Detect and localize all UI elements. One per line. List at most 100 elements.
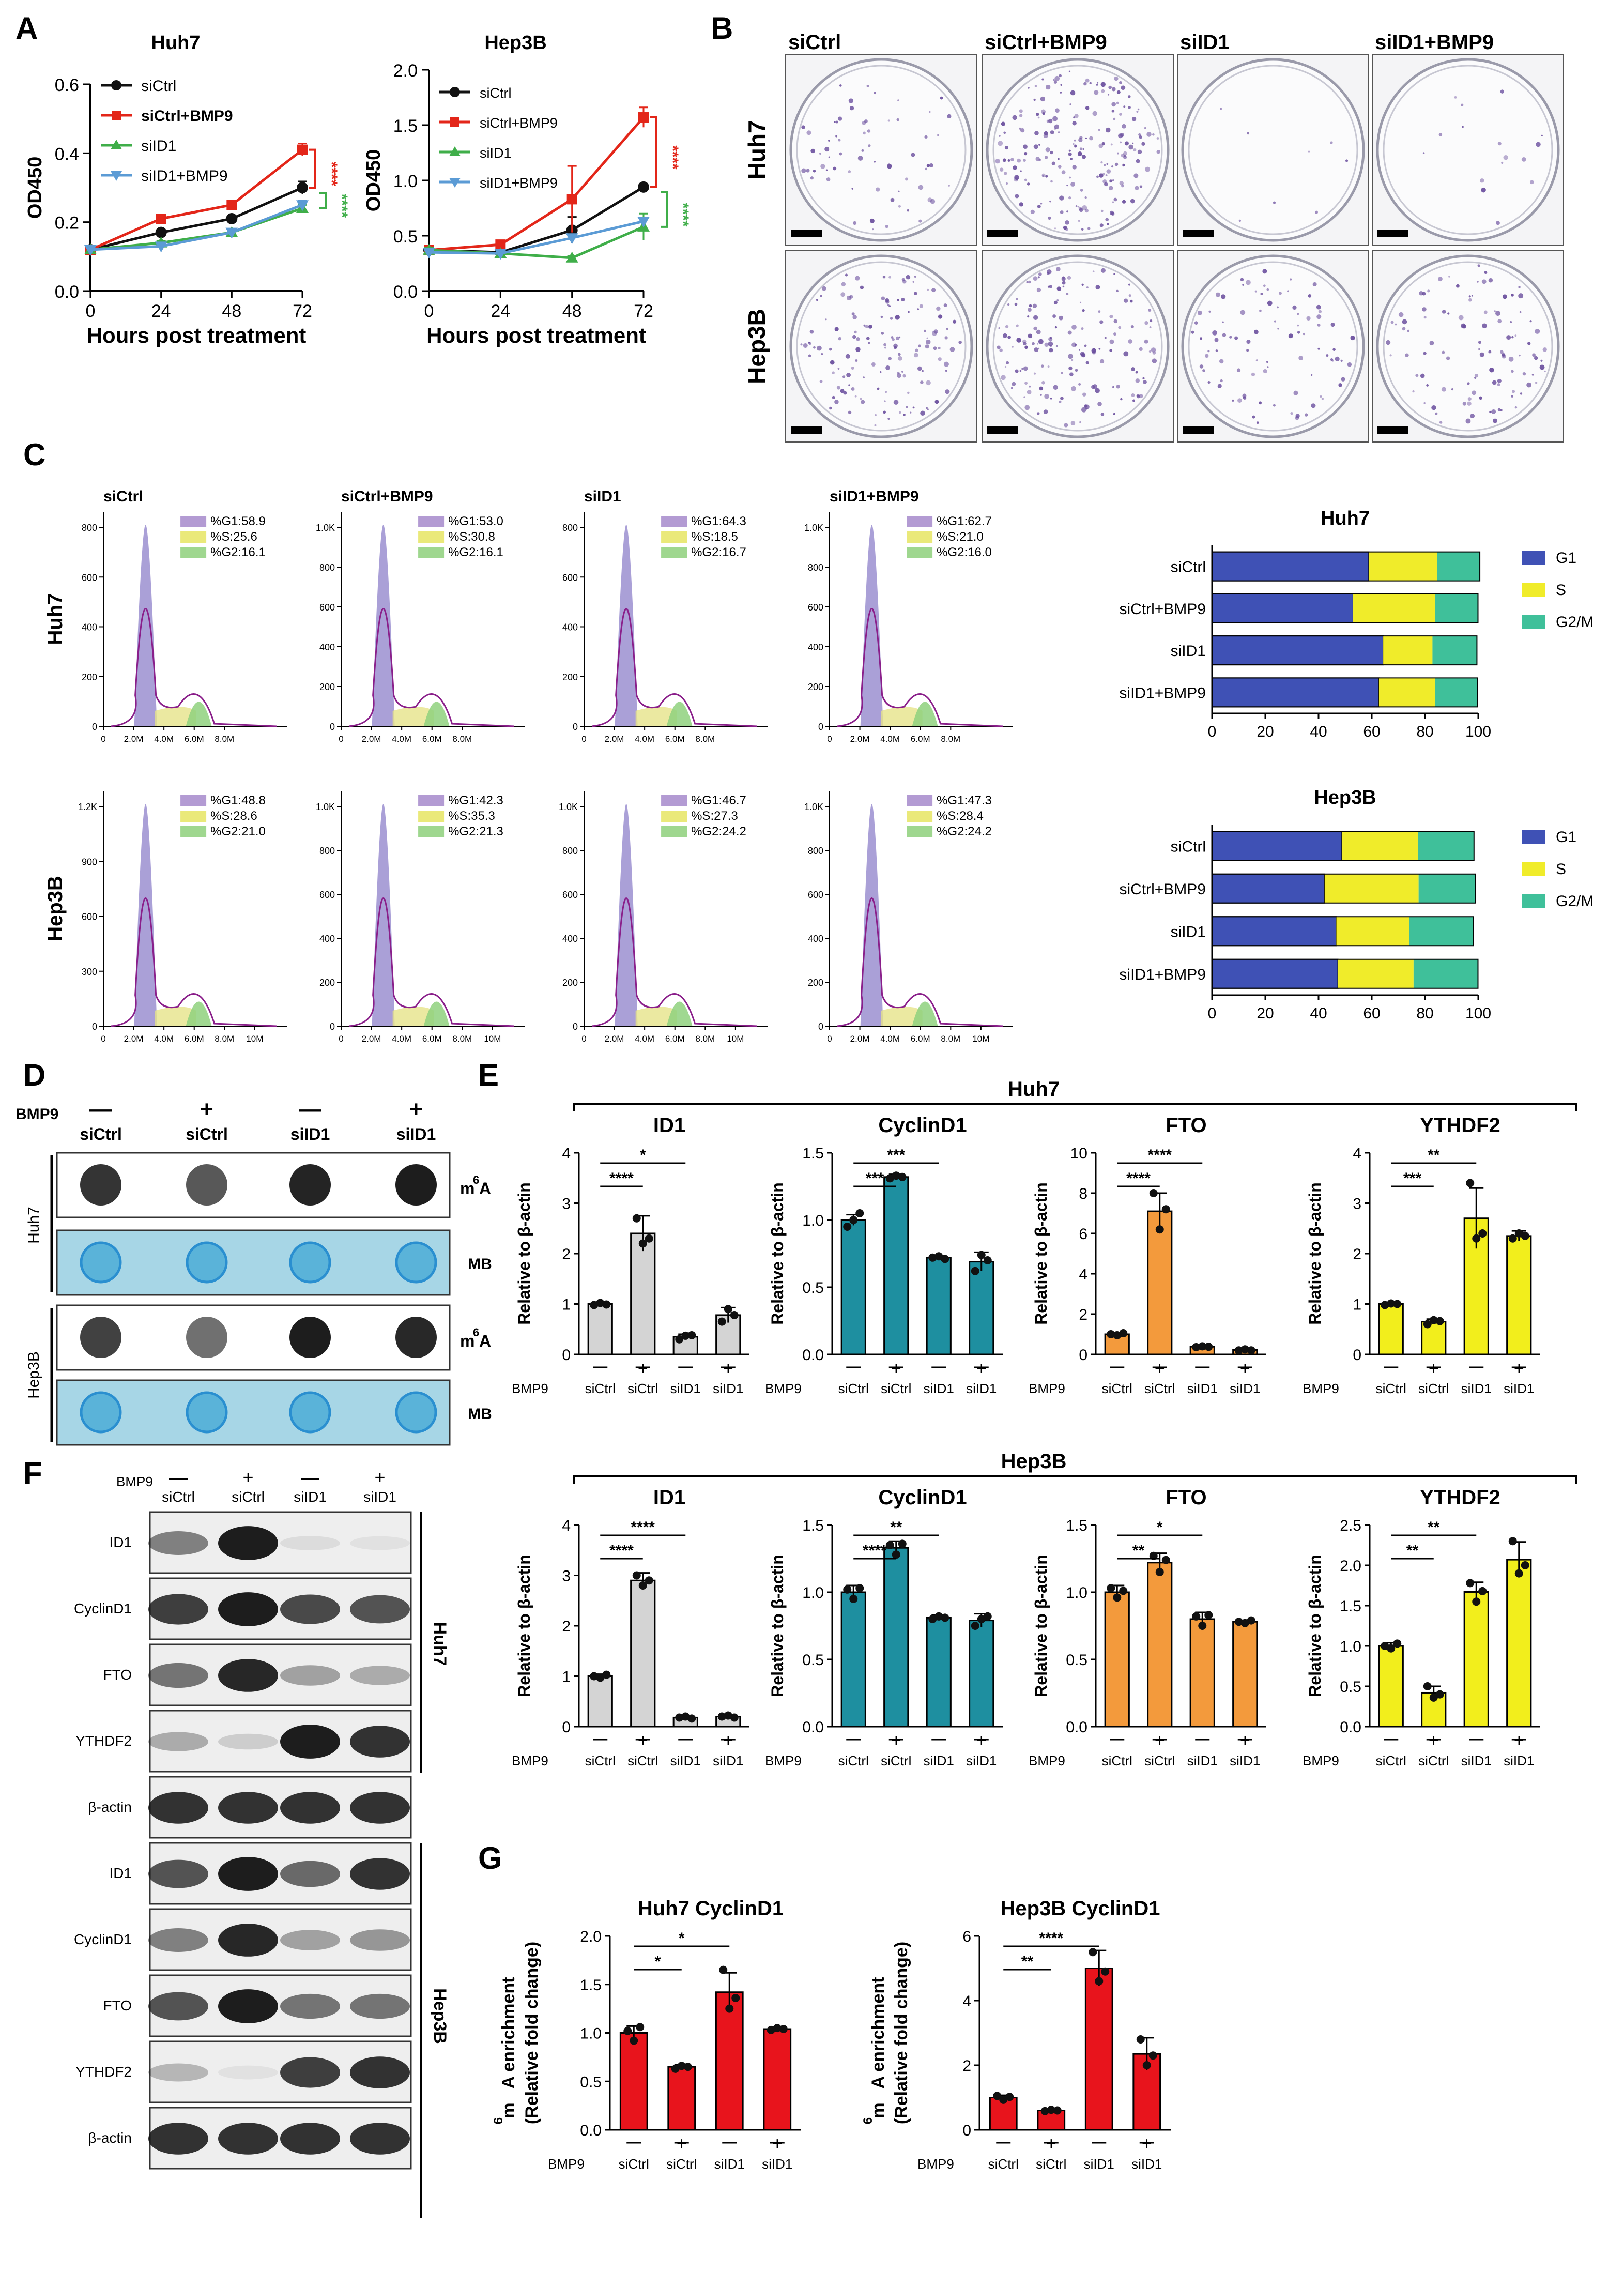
colony	[938, 346, 941, 349]
protein-band	[218, 1792, 278, 1824]
colony	[1116, 289, 1119, 293]
colony	[1135, 378, 1140, 383]
hist-y-tick-label: 900	[82, 857, 97, 867]
colony	[1100, 209, 1104, 212]
colony	[1120, 398, 1123, 401]
colony	[1232, 399, 1234, 402]
bar	[1378, 1303, 1404, 1355]
stat-text: %G1:53.0	[448, 514, 503, 528]
colony	[1075, 369, 1078, 372]
replicate-point	[977, 1251, 986, 1259]
chart-title: Hep3B	[1314, 787, 1376, 809]
colony	[1277, 306, 1279, 309]
x-tick-label: 100	[1465, 723, 1491, 740]
sig-stars: ****	[323, 162, 340, 186]
chart-title: FTO	[1166, 1486, 1206, 1509]
colony	[1532, 353, 1536, 357]
bar-segment-g1	[1212, 593, 1354, 623]
colony	[923, 329, 926, 332]
dish-rim	[1376, 254, 1560, 438]
replicate-point	[683, 2063, 692, 2071]
colony	[1104, 337, 1107, 339]
colony	[1312, 282, 1317, 287]
bar	[969, 1620, 994, 1728]
colony	[874, 424, 877, 426]
colony	[1287, 290, 1289, 293]
replicate-point	[681, 1331, 690, 1340]
dish-inner	[1383, 261, 1553, 432]
colony	[1030, 209, 1035, 215]
replicate-point	[934, 1612, 943, 1621]
colony	[1054, 326, 1058, 329]
colony	[945, 370, 947, 372]
colony	[1152, 358, 1157, 363]
colony	[1097, 402, 1102, 406]
protein-band	[280, 1536, 340, 1550]
colony	[1340, 359, 1343, 362]
x-tick-label: 20	[1257, 1005, 1274, 1022]
y-tick-label: 4	[962, 1993, 971, 2010]
y-tick-label: 0	[1079, 1347, 1087, 1364]
y-tick-label: 4	[1353, 1145, 1361, 1162]
colony	[1495, 311, 1500, 316]
colony	[938, 314, 943, 319]
colony	[1142, 377, 1145, 379]
colony	[890, 317, 893, 320]
colony	[1116, 385, 1120, 389]
colony	[1519, 354, 1521, 357]
colony	[1054, 75, 1060, 81]
hist-x-tick-label: 2.0M	[850, 734, 870, 744]
colony	[1395, 323, 1397, 326]
colony	[944, 336, 948, 340]
colony	[1082, 309, 1085, 312]
replicate-point	[1136, 2035, 1145, 2044]
colony	[1095, 388, 1100, 393]
colony	[1070, 181, 1075, 187]
colony	[928, 111, 931, 113]
hist-y-tick-label: 0	[92, 1021, 97, 1032]
colony	[1002, 158, 1006, 162]
colony	[1240, 278, 1244, 282]
colony	[1503, 155, 1508, 160]
colony	[1121, 124, 1126, 129]
colony	[1068, 196, 1071, 200]
y-tick-label: 0.0	[802, 1719, 824, 1736]
colony	[1071, 386, 1076, 391]
replicate-point	[687, 1331, 696, 1339]
replicate-point	[1247, 1346, 1255, 1355]
hist-x-tick-label: 0	[339, 1034, 343, 1044]
colony	[861, 149, 864, 152]
colony	[817, 345, 822, 351]
colony	[1044, 342, 1049, 347]
colony	[1109, 339, 1114, 344]
colony	[906, 406, 908, 409]
colony	[926, 164, 930, 167]
colony	[1150, 319, 1153, 323]
colony	[1194, 321, 1198, 325]
colony	[1069, 372, 1074, 377]
colony	[905, 177, 909, 181]
colony	[1005, 361, 1009, 365]
bar-outline	[1212, 677, 1478, 708]
colony	[1489, 367, 1494, 373]
colony	[1005, 325, 1009, 329]
colony	[1028, 87, 1030, 89]
colony	[1077, 206, 1080, 208]
stat-text: %G2:16.1	[448, 545, 503, 559]
colony	[1229, 336, 1232, 339]
colony	[1119, 113, 1122, 116]
colony	[1123, 151, 1127, 156]
colony	[1024, 345, 1028, 349]
colony	[925, 167, 927, 171]
colony	[1156, 149, 1160, 154]
colony	[1518, 293, 1524, 299]
data-point	[84, 245, 97, 256]
colony	[1308, 294, 1312, 298]
hist-y-tick-label: 1.0K	[804, 523, 823, 533]
protein-label: β-actin	[88, 2130, 132, 2146]
legend-label: siCtrl+BMP9	[141, 108, 233, 125]
colony	[1338, 383, 1342, 387]
